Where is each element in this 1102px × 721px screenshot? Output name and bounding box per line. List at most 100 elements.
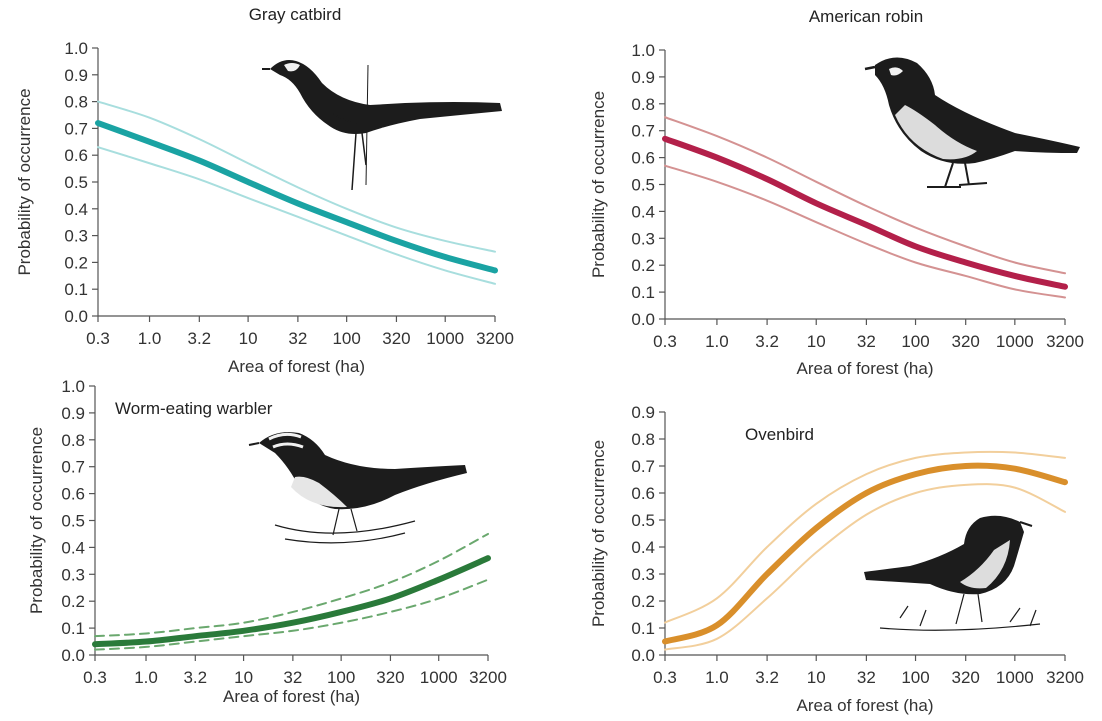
y-tick-label: 0.6: [61, 485, 85, 504]
x-tick-label: 1000: [996, 332, 1034, 351]
y-tick-label: 0.7: [631, 122, 655, 141]
y-tick-label: 0.8: [64, 93, 88, 112]
x-tick-label: 10: [807, 332, 826, 351]
x-tick-label: 1.0: [705, 332, 729, 351]
y-tick-label: 0.8: [631, 95, 655, 114]
x-tick-label: 10: [807, 668, 826, 687]
y-tick-label: 0.3: [631, 565, 655, 584]
y-tick-label: 0.2: [61, 592, 85, 611]
y-tick-label: 0.5: [64, 173, 88, 192]
upper-bound-curve: [97, 100, 496, 253]
x-tick-label: 3200: [476, 329, 514, 348]
x-tick-label: 32: [857, 668, 876, 687]
lower-bound-curve: [664, 164, 1066, 299]
panel-title: Ovenbird: [745, 425, 814, 444]
y-tick-label: 0.0: [631, 646, 655, 665]
x-axis-title: Area of forest (ha): [223, 687, 360, 706]
x-tick-label: 1.0: [134, 668, 158, 687]
x-tick-label: 10: [234, 668, 253, 687]
mean-curve: [662, 462, 1068, 645]
y-tick-label: 0.9: [631, 403, 655, 422]
x-tick-label: 320: [382, 329, 410, 348]
y-tick-label: 0.1: [631, 283, 655, 302]
x-tick-label: 3.2: [183, 668, 207, 687]
x-tick-label: 100: [901, 332, 929, 351]
y-tick-label: 0.6: [631, 484, 655, 503]
y-tick-label: 0.0: [64, 307, 88, 326]
lower-bound-curve: [94, 578, 489, 651]
x-tick-label: 0.3: [653, 332, 677, 351]
upper-bound-curve: [664, 116, 1066, 275]
y-tick-label: 0.8: [631, 430, 655, 449]
warbler-belly-shape: [291, 476, 347, 508]
y-axis-title: Probability of occurrence: [27, 427, 46, 614]
y-tick-label: 0.1: [631, 619, 655, 638]
y-tick-label: 0.0: [631, 310, 655, 329]
panel-title: American robin: [809, 7, 923, 26]
ovenbird-breast-shape: [960, 540, 1010, 589]
y-tick-label: 0.0: [61, 646, 85, 665]
y-tick-label: 0.6: [631, 149, 655, 168]
y-tick-label: 1.0: [61, 377, 85, 396]
catbird-head-highlight: [284, 63, 300, 72]
american-robin-drawing: [864, 57, 1080, 188]
upper-bound-curve: [664, 450, 1066, 624]
catbird-body-shape: [270, 60, 502, 134]
warbler-legs-and-ground: [274, 508, 416, 544]
y-tick-label: 0.2: [631, 256, 655, 275]
catbird-perch-stem: [365, 64, 369, 186]
catbird-legs: [351, 132, 367, 191]
chart-panel-1: 0.0 0.1 0.2 0.3 0.4 0.5 0.6 0.7 0.8 0.9 1.0 0.3 1.0 3…: [15, 5, 514, 376]
y-tick-label: 0.2: [64, 253, 88, 272]
chart-panel-4: 0.0 0.1 0.2 0.3 0.4 0.5 0.6 0.7 0.8 0.9 0.3 1.0 3.2 1…: [589, 403, 1084, 715]
mean-curve: [95, 120, 498, 274]
chart-panel-2: 0.0 0.1 0.2 0.3 0.4 0.5 0.6 0.7 0.8 0.9 1.0 0.3 1.0 3…: [589, 7, 1084, 378]
x-tick-label: 32: [857, 332, 876, 351]
y-tick-label: 0.4: [61, 538, 85, 557]
x-tick-label: 1.0: [138, 329, 162, 348]
y-axis-title: Probability of occurrence: [15, 88, 34, 275]
y-axis-title: Probability of occurrence: [589, 440, 608, 627]
y-tick-label: 0.4: [64, 200, 88, 219]
y-tick-label: 0.4: [631, 202, 655, 221]
x-tick-label: 3200: [469, 668, 507, 687]
mean-curve: [662, 135, 1068, 290]
y-tick-label: 0.2: [631, 592, 655, 611]
x-tick-label: 320: [952, 668, 980, 687]
panel-title: Gray catbird: [249, 5, 342, 24]
y-tick-label: 0.5: [631, 511, 655, 530]
y-tick-label: 1.0: [631, 41, 655, 60]
mean-curve: [92, 555, 491, 648]
x-tick-label: 3.2: [755, 668, 779, 687]
panel-title: Worm-eating warbler: [115, 399, 273, 418]
x-axis-title: Area of forest (ha): [228, 357, 365, 376]
x-tick-label: 320: [376, 668, 404, 687]
x-tick-label: 320: [952, 332, 980, 351]
ovenbird-legs-and-grass: [879, 593, 1041, 631]
warbler-head-stripes: [268, 432, 304, 449]
y-tick-label: 0.4: [631, 538, 655, 557]
upper-bound-curve: [94, 532, 489, 638]
lower-bound-curve: [97, 146, 496, 285]
x-tick-label: 100: [332, 329, 360, 348]
robin-breast-shape: [895, 105, 977, 160]
x-tick-label: 32: [288, 329, 307, 348]
x-tick-label: 3200: [1046, 332, 1084, 351]
x-axis-title: Area of forest (ha): [796, 359, 933, 378]
x-tick-label: 32: [283, 668, 302, 687]
robin-eye-ring: [889, 67, 903, 76]
x-tick-label: 1000: [420, 668, 458, 687]
y-axis-title: Probability of occurrence: [589, 91, 608, 278]
y-tick-label: 0.7: [631, 457, 655, 476]
x-tick-label: 3200: [1046, 668, 1084, 687]
ovenbird-beak: [1019, 521, 1033, 527]
y-tick-label: 0.3: [64, 227, 88, 246]
chart-panel-3: 0.0 0.1 0.2 0.3 0.4 0.5 0.6 0.7 0.8 0.9 1.0 0.3 1.0 3…: [27, 377, 507, 706]
ovenbird-drawing: [864, 515, 1041, 631]
x-tick-label: 0.3: [86, 329, 110, 348]
warbler-beak: [248, 442, 260, 446]
y-tick-label: 0.6: [64, 146, 88, 165]
y-tick-label: 0.5: [61, 512, 85, 531]
catbird-feather-line: [309, 94, 361, 126]
